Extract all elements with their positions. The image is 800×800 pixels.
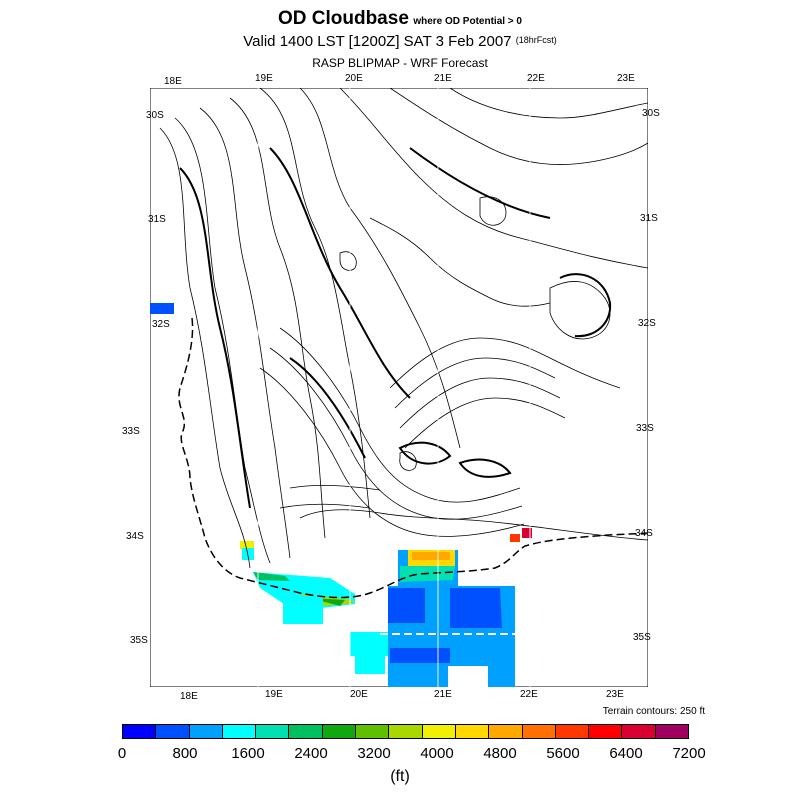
map-title: OD Cloudbase where OD Potential > 0: [0, 8, 800, 30]
cloudbase-field: [150, 303, 532, 687]
colorbar-swatch: [289, 725, 323, 738]
lat-label-left: 33S: [122, 426, 140, 437]
lon-label-top: 21E: [434, 73, 452, 84]
colorbar-swatch: [356, 725, 390, 738]
field-patch-32s: [150, 303, 174, 314]
field-patch: [412, 552, 450, 560]
lat-label-left: 31S: [148, 214, 166, 225]
colorbar-swatch: [555, 725, 590, 738]
lon-label-bottom: 23E: [606, 689, 624, 700]
lat-label-right: 33S: [636, 423, 654, 434]
model-name: RASP BLIPMAP - WRF Forecast: [312, 56, 488, 70]
lon-label-top: 18E: [164, 76, 182, 87]
field-patch: [522, 528, 532, 538]
colorbar-tick-label: 3200: [357, 745, 391, 762]
colorbar-swatch: [256, 725, 290, 738]
lat-label-right: 34S: [635, 528, 653, 539]
colorbar-swatch: [156, 725, 190, 738]
field-gap: [448, 666, 488, 687]
colorbar-swatch: [455, 725, 490, 738]
colorbar: [122, 724, 689, 739]
terrain-contours-bold: [179, 147, 612, 509]
lon-label-top: 22E: [527, 73, 545, 84]
field-patch: [355, 644, 385, 674]
colorbar-swatch: [322, 725, 357, 738]
colorbar-tick-label: 4800: [483, 745, 517, 762]
lat-label-right: 30S: [642, 108, 660, 119]
colorbar-tick-label: 7200: [672, 745, 706, 762]
field-patch: [450, 588, 502, 628]
valid-time-text: Valid 1400 LST [1200Z] SAT 3 Feb 2007: [243, 33, 512, 50]
colorbar-tick-label: 800: [172, 745, 198, 762]
field-patch: [253, 572, 290, 581]
colorbar-swatch: [655, 725, 689, 738]
title-main: OD Cloudbase: [277, 8, 409, 29]
colorbar-tick-label: 2400: [294, 745, 328, 762]
colorbar-units: (ft): [390, 768, 410, 785]
colorbar-swatch: [389, 725, 423, 738]
colorbar-swatch: [123, 725, 157, 738]
colorbar-swatch: [189, 725, 223, 738]
coastline: [178, 317, 648, 599]
lon-label-bottom: 18E: [180, 691, 198, 702]
colorbar-tick-label: 0: [117, 745, 127, 762]
lon-label-bottom: 19E: [265, 689, 283, 700]
lon-label-bottom: 22E: [520, 689, 538, 700]
field-patch: [388, 588, 425, 623]
colorbar-tick-label: 4000: [420, 745, 454, 762]
lon-label-bottom: 21E: [434, 689, 452, 700]
colorbar-swatch: [422, 725, 456, 738]
lon-label-top: 19E: [255, 73, 273, 84]
lon-label-top: 20E: [345, 73, 363, 84]
colorbar-swatch: [589, 725, 623, 738]
terrain-contour-note: Terrain contours: 250 ft: [602, 706, 705, 717]
forecast-map: [150, 88, 648, 687]
lat-label-right: 32S: [638, 318, 656, 329]
lat-label-left: 32S: [152, 319, 170, 330]
terrain-contours: [159, 88, 648, 569]
colorbar-tick-label: 1600: [231, 745, 265, 762]
lon-label-top: 23E: [617, 73, 635, 84]
lat-label-left: 30S: [146, 110, 164, 121]
colorbar-swatch: [622, 725, 656, 738]
colorbar-tick-label: 6400: [609, 745, 643, 762]
forecast-hours: (18hrFcst): [515, 35, 557, 45]
colorbar-swatch: [522, 725, 556, 738]
colorbar-swatch: [489, 725, 523, 738]
colorbar-tick-label: 5600: [546, 745, 580, 762]
field-patch: [390, 648, 450, 663]
lat-label-right: 31S: [640, 213, 658, 224]
valid-time: Valid 1400 LST [1200Z] SAT 3 Feb 2007 (1…: [0, 33, 800, 50]
lat-label-left: 34S: [126, 531, 144, 542]
field-patch: [510, 534, 520, 542]
graticule: [257, 88, 531, 687]
lat-label-left: 35S: [130, 635, 148, 646]
lat-label-right: 35S: [633, 632, 651, 643]
field-patch: [240, 541, 254, 549]
title-condition: where OD Potential > 0: [413, 16, 522, 27]
colorbar-swatch: [222, 725, 257, 738]
lon-label-bottom: 20E: [350, 689, 368, 700]
field-patch: [283, 596, 323, 624]
